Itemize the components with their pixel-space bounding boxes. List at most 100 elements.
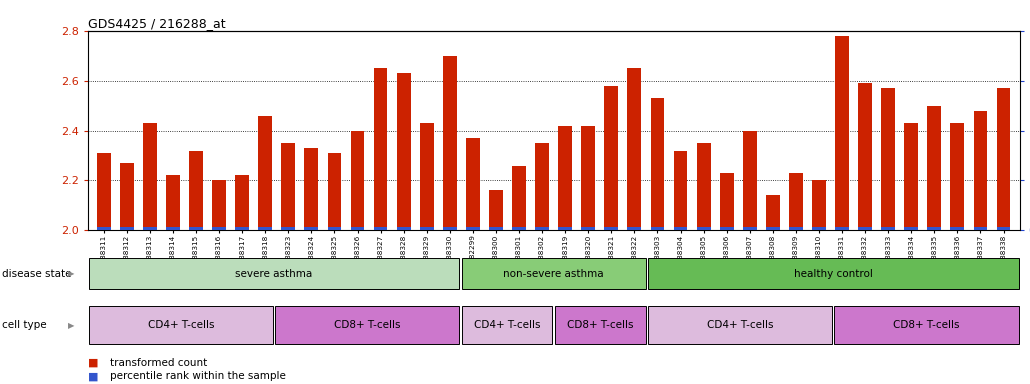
Bar bbox=[766, 195, 780, 230]
Bar bbox=[328, 153, 341, 230]
Bar bbox=[720, 173, 733, 230]
Bar bbox=[743, 131, 757, 230]
Bar bbox=[97, 227, 110, 230]
Bar bbox=[466, 227, 480, 230]
Bar bbox=[927, 227, 941, 230]
Bar bbox=[627, 68, 642, 230]
Bar bbox=[512, 227, 526, 230]
Bar bbox=[558, 227, 572, 230]
Bar bbox=[835, 227, 849, 230]
Bar bbox=[328, 227, 341, 230]
Bar bbox=[904, 227, 918, 230]
Bar bbox=[275, 306, 459, 344]
Bar bbox=[558, 126, 572, 230]
Bar bbox=[397, 73, 411, 230]
Bar bbox=[443, 227, 456, 230]
Bar bbox=[512, 166, 526, 230]
Bar bbox=[466, 138, 480, 230]
Bar bbox=[927, 106, 941, 230]
Bar bbox=[536, 227, 549, 230]
Bar bbox=[696, 143, 711, 230]
Bar bbox=[89, 258, 459, 289]
Bar bbox=[973, 227, 988, 230]
Text: CD4+ T-cells: CD4+ T-cells bbox=[707, 320, 774, 331]
Bar bbox=[973, 111, 988, 230]
Bar bbox=[835, 36, 849, 230]
Bar bbox=[443, 56, 456, 230]
Bar bbox=[461, 258, 646, 289]
Text: transformed count: transformed count bbox=[110, 358, 207, 368]
Bar bbox=[581, 227, 595, 230]
Text: ▶: ▶ bbox=[68, 269, 74, 278]
Bar bbox=[420, 227, 434, 230]
Text: CD4+ T-cells: CD4+ T-cells bbox=[474, 320, 541, 331]
Bar bbox=[281, 227, 296, 230]
Bar bbox=[743, 227, 757, 230]
Text: CD4+ T-cells: CD4+ T-cells bbox=[147, 320, 214, 331]
Bar bbox=[461, 306, 552, 344]
Bar bbox=[882, 227, 895, 230]
Text: ▶: ▶ bbox=[68, 321, 74, 330]
Bar bbox=[119, 227, 134, 230]
Bar bbox=[97, 153, 110, 230]
Bar bbox=[834, 306, 1019, 344]
Bar bbox=[720, 227, 733, 230]
Bar bbox=[259, 227, 272, 230]
Bar bbox=[605, 227, 618, 230]
Bar bbox=[305, 227, 318, 230]
Text: healthy control: healthy control bbox=[794, 268, 872, 279]
Bar bbox=[858, 227, 872, 230]
Text: CD8+ T-cells: CD8+ T-cells bbox=[334, 320, 401, 331]
Bar bbox=[605, 86, 618, 230]
Text: CD8+ T-cells: CD8+ T-cells bbox=[893, 320, 960, 331]
Bar bbox=[350, 131, 365, 230]
Text: disease state: disease state bbox=[2, 268, 71, 279]
Bar bbox=[555, 306, 646, 344]
Text: ■: ■ bbox=[88, 371, 98, 381]
Bar bbox=[119, 163, 134, 230]
Bar bbox=[305, 148, 318, 230]
Bar bbox=[166, 227, 180, 230]
Bar bbox=[212, 180, 226, 230]
Bar bbox=[89, 306, 273, 344]
Text: cell type: cell type bbox=[2, 320, 46, 331]
Bar bbox=[281, 143, 296, 230]
Bar bbox=[997, 88, 1010, 230]
Bar bbox=[235, 227, 249, 230]
Bar bbox=[882, 88, 895, 230]
Bar bbox=[627, 227, 642, 230]
Text: ■: ■ bbox=[88, 358, 98, 368]
Text: percentile rank within the sample: percentile rank within the sample bbox=[110, 371, 286, 381]
Bar bbox=[420, 123, 434, 230]
Bar bbox=[166, 175, 180, 230]
Bar bbox=[143, 227, 157, 230]
Text: GDS4425 / 216288_at: GDS4425 / 216288_at bbox=[88, 17, 226, 30]
Bar bbox=[674, 151, 687, 230]
Bar bbox=[350, 227, 365, 230]
Bar bbox=[190, 151, 203, 230]
Bar bbox=[397, 227, 411, 230]
Bar bbox=[143, 123, 157, 230]
Bar bbox=[235, 175, 249, 230]
Bar bbox=[858, 83, 872, 230]
Bar bbox=[766, 227, 780, 230]
Bar bbox=[951, 227, 964, 230]
Bar bbox=[212, 227, 226, 230]
Bar bbox=[581, 126, 595, 230]
Text: CD8+ T-cells: CD8+ T-cells bbox=[566, 320, 633, 331]
Bar bbox=[904, 123, 918, 230]
Bar bbox=[489, 227, 503, 230]
Bar bbox=[536, 143, 549, 230]
Bar bbox=[674, 227, 687, 230]
Bar bbox=[951, 123, 964, 230]
Bar bbox=[651, 98, 664, 230]
Bar bbox=[374, 68, 387, 230]
Bar bbox=[696, 227, 711, 230]
Bar bbox=[812, 227, 826, 230]
Bar bbox=[648, 306, 832, 344]
Bar bbox=[374, 227, 387, 230]
Bar bbox=[789, 173, 802, 230]
Bar bbox=[259, 116, 272, 230]
Text: severe asthma: severe asthma bbox=[235, 268, 313, 279]
Bar bbox=[489, 190, 503, 230]
